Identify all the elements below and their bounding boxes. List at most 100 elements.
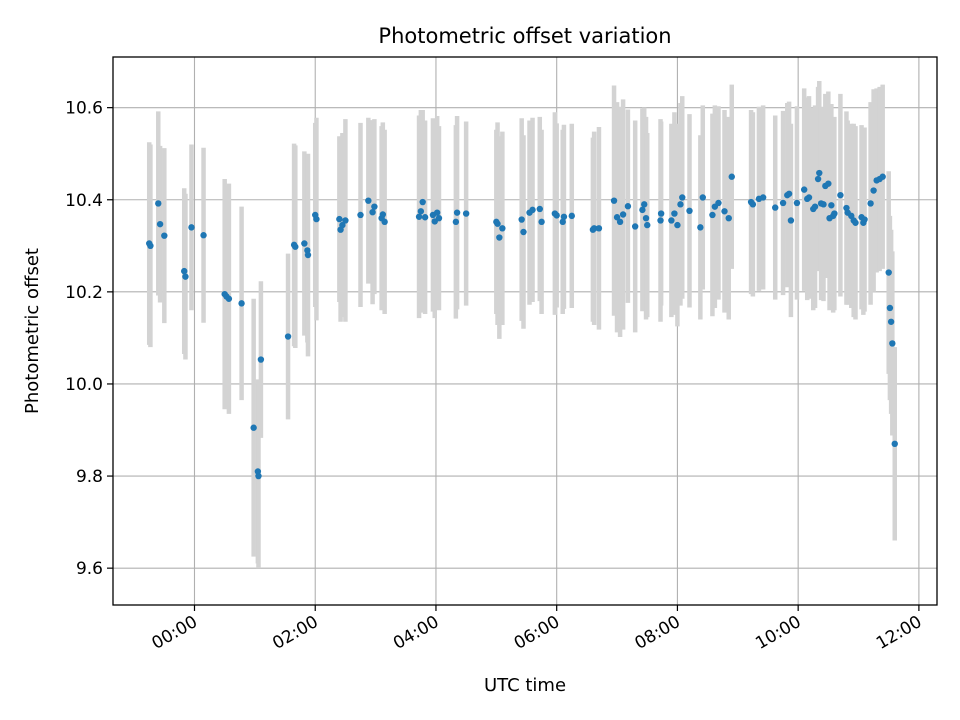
data-point	[538, 218, 545, 226]
data-point	[641, 201, 648, 208]
data-point	[793, 199, 801, 207]
data-point	[421, 214, 429, 221]
data-point	[613, 214, 621, 221]
data-point	[811, 203, 819, 210]
data-point	[616, 218, 624, 226]
data-point	[435, 214, 443, 222]
data-point	[301, 240, 308, 247]
data-point	[560, 213, 568, 220]
data-point	[369, 208, 376, 216]
y-tick-label: 10.2	[65, 283, 103, 303]
data-point	[749, 201, 757, 208]
data-point	[861, 216, 868, 223]
data-point	[371, 203, 378, 210]
data-point	[595, 225, 603, 232]
data-point	[686, 207, 693, 215]
data-point	[879, 173, 886, 180]
data-point	[828, 202, 835, 209]
y-axis: 9.6 9.8 10.0 10.2 10.4 10.6	[65, 99, 113, 579]
data-point	[155, 200, 162, 207]
x-axis-label: UTC time	[484, 675, 566, 696]
data-point	[697, 224, 704, 231]
data-point	[182, 273, 189, 280]
data-point	[885, 269, 892, 276]
data-point	[657, 217, 664, 224]
data-point	[181, 267, 188, 275]
data-point	[867, 200, 874, 207]
data-point	[379, 211, 387, 218]
data-point	[671, 210, 678, 217]
data-point	[433, 209, 441, 216]
data-point	[590, 225, 598, 232]
data-point	[462, 210, 470, 217]
data-point	[553, 212, 560, 219]
data-point	[709, 211, 716, 219]
data-point	[257, 356, 265, 363]
data-point	[559, 218, 566, 226]
data-point	[891, 440, 898, 448]
y-tick-label: 9.8	[76, 467, 103, 487]
data-point	[357, 211, 364, 219]
data-point	[452, 218, 460, 226]
data-point	[699, 194, 706, 201]
data-point	[639, 206, 646, 214]
data-point	[816, 169, 823, 177]
data-point	[721, 208, 728, 215]
data-point	[852, 219, 859, 226]
data-point	[814, 175, 822, 183]
data-point	[870, 187, 877, 194]
data-point	[250, 424, 257, 431]
data-point	[631, 223, 639, 230]
data-point	[825, 180, 832, 187]
y-tick-label: 10.4	[65, 191, 103, 211]
data-point	[728, 173, 735, 180]
data-point	[292, 243, 299, 250]
data-point	[674, 221, 681, 229]
data-point	[644, 221, 651, 229]
data-point	[161, 232, 168, 239]
chart-title: Photometric offset variation	[378, 24, 671, 48]
data-point	[365, 197, 372, 204]
data-point	[417, 208, 425, 215]
data-point	[520, 228, 527, 236]
data-point	[787, 217, 795, 224]
data-point	[642, 214, 650, 222]
data-point	[837, 191, 844, 199]
data-point	[496, 234, 503, 241]
data-point	[568, 212, 575, 220]
data-point	[336, 215, 343, 223]
data-point	[529, 206, 536, 214]
data-point	[147, 242, 154, 250]
data-point	[668, 217, 675, 224]
data-point	[624, 203, 632, 210]
data-point	[342, 217, 349, 224]
data-point	[415, 213, 423, 220]
data-point	[619, 211, 627, 218]
data-point	[304, 251, 312, 259]
data-point	[677, 201, 684, 208]
data-point	[800, 186, 808, 193]
data-point	[518, 216, 525, 223]
data-point	[536, 205, 543, 213]
data-point	[715, 199, 722, 207]
y-tick-label: 9.6	[76, 559, 103, 579]
data-point	[759, 194, 767, 201]
plot-frame	[112, 56, 938, 606]
y-axis-label: Photometric offset	[22, 248, 43, 414]
data-point	[725, 214, 732, 222]
data-point	[785, 190, 793, 197]
data-point	[225, 295, 233, 302]
data-point	[610, 197, 618, 204]
data-point	[494, 220, 501, 227]
data-point	[657, 210, 665, 217]
data-point	[499, 225, 506, 232]
data-point	[889, 340, 896, 347]
data-point	[453, 209, 461, 216]
data-point	[419, 198, 426, 206]
data-point	[238, 300, 245, 307]
data-point	[679, 194, 686, 201]
data-points	[146, 169, 898, 480]
data-point	[886, 304, 894, 312]
data-point	[339, 221, 346, 229]
